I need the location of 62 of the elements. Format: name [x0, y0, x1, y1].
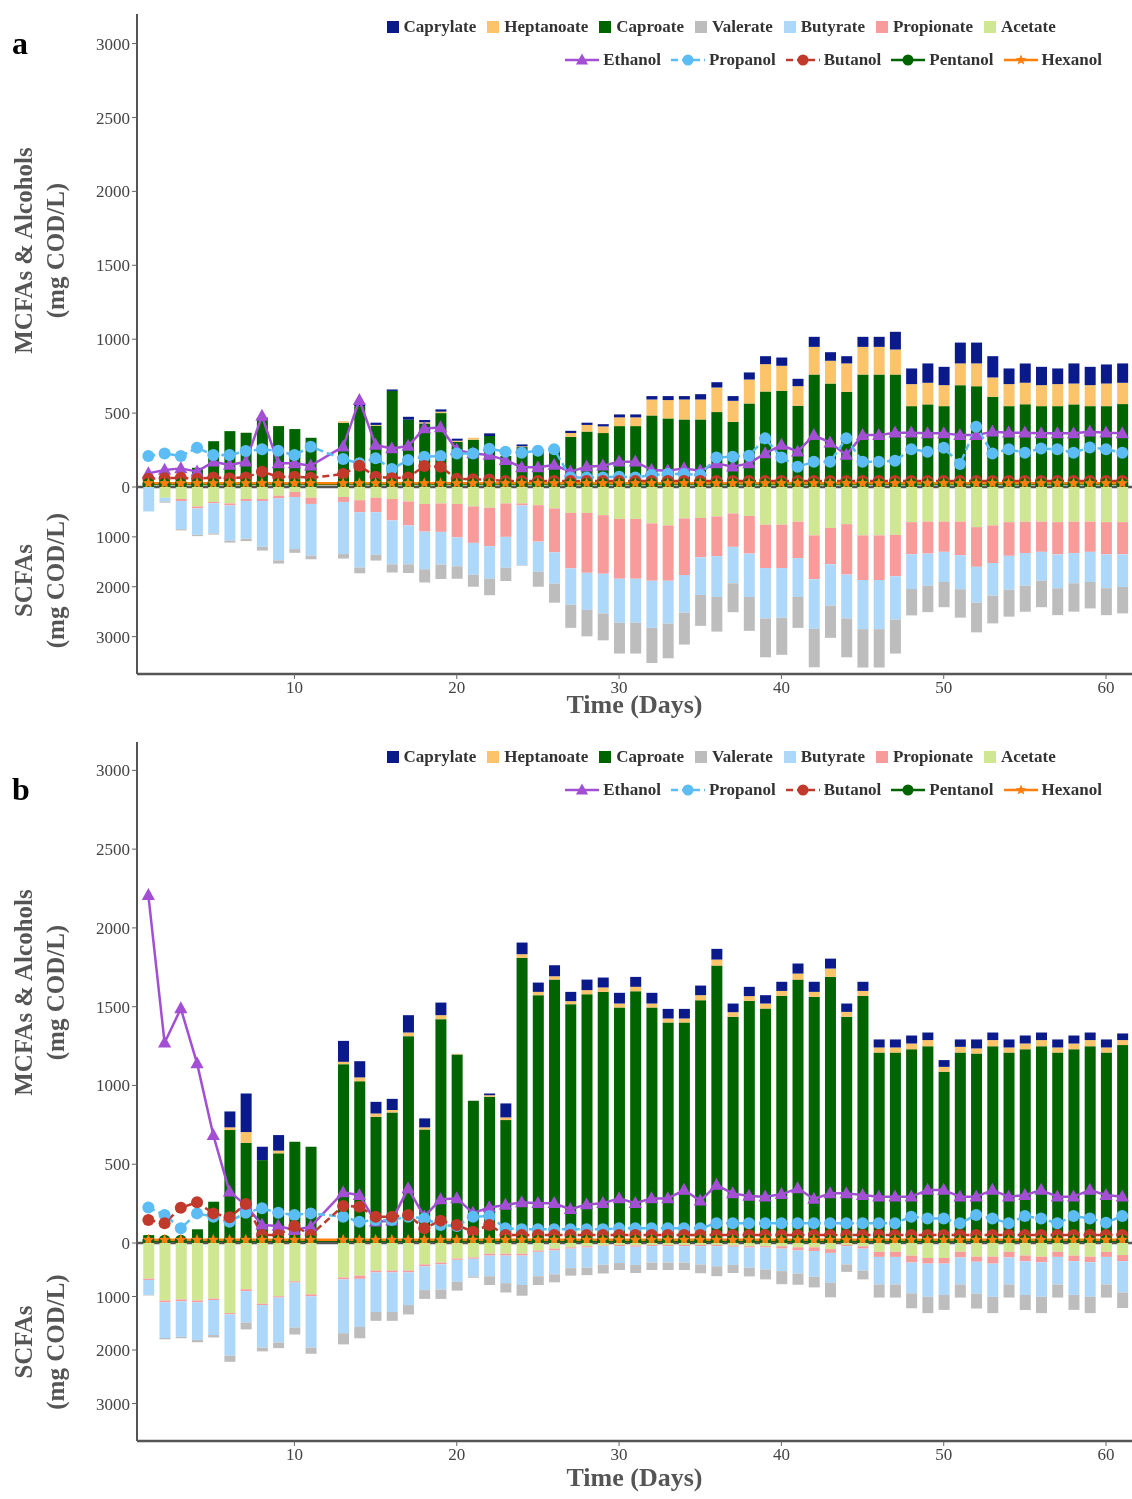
legend-label: Ethanol	[603, 50, 661, 70]
x-tick-label: 40	[772, 1445, 790, 1465]
y-tick-label: 3000	[96, 34, 130, 54]
legend-label: Propionate	[892, 747, 973, 767]
legend-label: Propanol	[708, 780, 776, 800]
y-tick-label: 2000	[96, 1341, 130, 1361]
y-tick-label: 3000	[96, 761, 130, 781]
y-tick-label: 0	[121, 1234, 130, 1254]
legend-label: Valerate	[712, 17, 773, 37]
y-tick-label: 500	[104, 404, 130, 424]
legend-label: Acetate	[1000, 747, 1056, 767]
y-axis-title: MCFAs & Alcohols (mg COD/L)	[10, 889, 70, 1096]
x-tick-label: 60	[1097, 1445, 1115, 1465]
y-tick-label: 1000	[96, 527, 130, 547]
y-axis-title: MCFAs & Alcohols (mg COD/L)	[10, 147, 70, 354]
y-tick-label: 1000	[96, 330, 130, 350]
legend-label: Hexanol	[1041, 780, 1102, 800]
x-tick-label: 20	[448, 1445, 466, 1465]
legend-label: Valerate	[712, 747, 773, 767]
legend-label: Caproate	[616, 747, 684, 767]
y-tick-label: 1500	[96, 256, 130, 276]
legend-label: Ethanol	[603, 780, 661, 800]
legend-label: Propionate	[892, 17, 973, 37]
y-tick-label: 0	[121, 478, 130, 498]
x-tick-label: 40	[772, 678, 790, 698]
x-tick-label: 10	[285, 678, 303, 698]
y-tick-label: 1000	[96, 1287, 130, 1307]
y-tick-label: 3000	[96, 1394, 130, 1414]
y-tick-label: 1000	[96, 1076, 130, 1096]
y-axis-title: SCFAs (mg COD/L)	[10, 1274, 70, 1410]
x-tick-label: 50	[935, 1445, 953, 1465]
legend-label: Butyrate	[800, 747, 865, 767]
legend-label: Hexanol	[1041, 50, 1102, 70]
legend-label: Caprylate	[403, 747, 477, 767]
y-tick-label: 2000	[96, 918, 130, 938]
legend-label: Acetate	[1000, 17, 1056, 37]
legend-label: Heptanoate	[504, 747, 589, 767]
x-tick-label: 50	[935, 678, 953, 698]
legend-label: Butanol	[823, 780, 882, 800]
legend-label: Butyrate	[800, 17, 865, 37]
y-axis-title: SCFAs (mg COD/L)	[10, 512, 70, 649]
legend-label: Caprylate	[403, 17, 477, 37]
x-tick-label: 20	[448, 678, 466, 698]
y-tick-label: 1500	[96, 997, 130, 1017]
legend-label: Pentanol	[929, 780, 994, 800]
legend-label: Propanol	[708, 50, 776, 70]
y-tick-label: 2000	[96, 182, 130, 202]
legend-label: Butanol	[823, 50, 882, 70]
legend-label: Pentanol	[929, 50, 994, 70]
x-tick-label: 10	[285, 1445, 303, 1465]
y-tick-label: 3000	[96, 627, 130, 647]
y-tick-label: 2000	[96, 577, 130, 597]
legend-label: Caproate	[616, 17, 684, 37]
y-tick-label: 500	[104, 1155, 130, 1175]
x-axis-title: Time (Days)	[565, 1463, 704, 1493]
y-tick-label: 2500	[96, 840, 130, 860]
text: b	[12, 771, 30, 807]
y-tick-label: 2500	[96, 108, 130, 128]
legend-label: Heptanoate	[504, 17, 589, 37]
x-tick-label: 30	[610, 1445, 628, 1465]
x-tick-label: 60	[1097, 678, 1115, 698]
chart-title: a	[12, 25, 28, 61]
